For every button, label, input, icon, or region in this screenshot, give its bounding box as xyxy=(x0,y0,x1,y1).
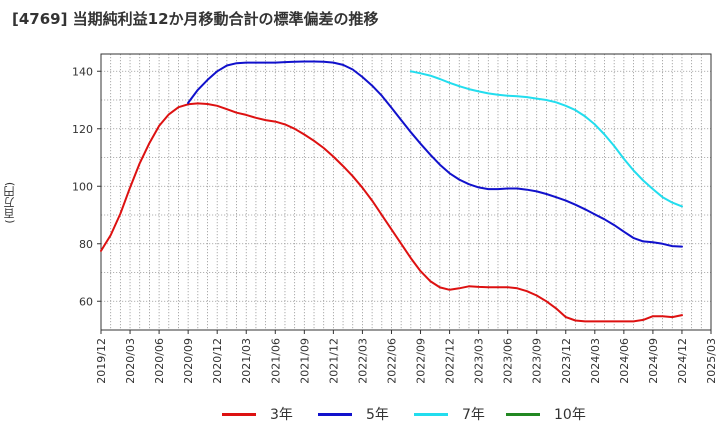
x-tick-label: 2023/06 xyxy=(502,338,515,384)
legend-swatch xyxy=(506,412,540,416)
x-tick-label: 2024/06 xyxy=(618,338,631,384)
y-tick-labels: 60 80 100 120 140 xyxy=(72,65,93,308)
legend-swatch xyxy=(414,412,448,416)
x-tick-label: 2022/06 xyxy=(385,338,398,384)
series-line-2 xyxy=(187,60,683,248)
y-tick-label: 120 xyxy=(72,123,93,136)
series-lines xyxy=(100,60,683,323)
x-tick-label: 2020/12 xyxy=(211,338,224,384)
x-tick-label: 2022/09 xyxy=(415,338,428,384)
x-tick-label: 2023/12 xyxy=(560,338,573,384)
legend-item-4: 10年 xyxy=(506,403,586,425)
x-tick-label: 2021/03 xyxy=(240,338,253,384)
legend-label: 3年 xyxy=(270,407,293,423)
x-tick-label: 2020/09 xyxy=(182,338,195,384)
y-tick-label: 140 xyxy=(72,65,93,78)
series-line-3 xyxy=(409,70,683,208)
x-tick-label: 2022/03 xyxy=(356,338,369,384)
legend-swatch xyxy=(318,412,352,416)
series-line-1 xyxy=(100,102,683,323)
x-tick-label: 2021/12 xyxy=(327,338,340,384)
x-tick-label: 2025/03 xyxy=(705,338,718,384)
axes xyxy=(97,53,712,334)
legend-item-2: 5年 xyxy=(318,403,389,425)
x-tick-label: 2024/09 xyxy=(647,338,660,384)
x-tick-labels: 2019/12 2020/03 2020/06 2020/09 2020/12 2021/… xyxy=(95,338,718,384)
legend-item-3: 7年 xyxy=(414,403,485,425)
line-chart: 60 80 100 120 140 2019/12 2020/03 2020/06 2020/… xyxy=(72,53,718,384)
x-tick-label: 2019/12 xyxy=(95,338,108,384)
x-tick-label: 2020/06 xyxy=(153,338,166,384)
x-tick-label: 2023/09 xyxy=(531,338,544,384)
legend: 3年 5年 7年 10年 xyxy=(0,403,720,425)
grid xyxy=(100,54,712,330)
x-tick-label: 2022/12 xyxy=(444,338,457,384)
legend-label: 7年 xyxy=(462,407,485,423)
chart-title: [4769] 当期純利益12か月移動合計の標準偏差の推移 xyxy=(12,10,379,28)
legend-label: 5年 xyxy=(366,407,389,423)
x-tick-label: 2024/12 xyxy=(676,338,689,384)
x-tick-label: 2020/03 xyxy=(124,338,137,384)
y-tick-label: 80 xyxy=(79,238,93,251)
x-tick-label: 2023/03 xyxy=(473,338,486,384)
x-tick-label: 2021/09 xyxy=(298,338,311,384)
y-tick-label: 100 xyxy=(72,180,93,193)
legend-label: 10年 xyxy=(554,407,586,423)
x-tick-label: 2021/06 xyxy=(269,338,282,384)
legend-swatch xyxy=(222,412,256,416)
plot-frame xyxy=(100,53,712,331)
x-tick-label: 2024/03 xyxy=(589,338,602,384)
legend-item-1: 3年 xyxy=(222,403,293,425)
y-tick-label: 60 xyxy=(79,295,93,308)
